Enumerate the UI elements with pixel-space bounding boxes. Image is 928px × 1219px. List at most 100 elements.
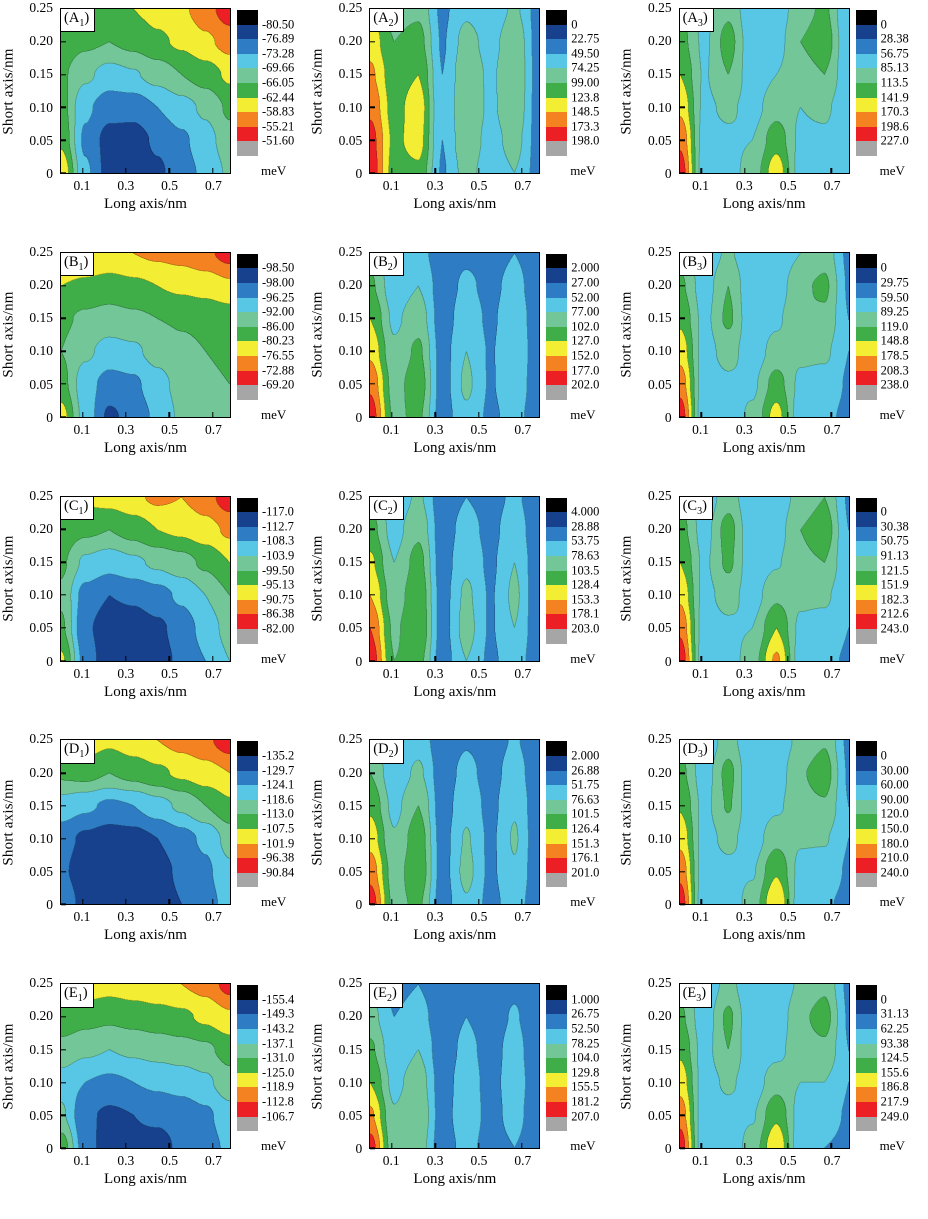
y-tick-label: 0.10 bbox=[647, 587, 672, 603]
x-tick-mark bbox=[211, 899, 214, 905]
x-tick-label: 0.7 bbox=[205, 665, 222, 681]
panel-label: (E1) bbox=[61, 984, 94, 1008]
colorbar-label: 51.75 bbox=[571, 777, 600, 792]
colorbar-labels: 2.000 26.88 51.75 76.63 101.5 126.4 151.3 176.1… bbox=[571, 741, 617, 901]
colorbar-chip bbox=[237, 10, 258, 25]
colorbar-label: 123.8 bbox=[571, 90, 600, 105]
colorbar-label: 30.38 bbox=[880, 519, 909, 534]
colorbar-chip bbox=[546, 385, 568, 400]
y-tick-mark bbox=[370, 1147, 376, 1149]
x-axis-title: Long axis/nm bbox=[722, 1171, 806, 1188]
y-tick-label: 0.10 bbox=[647, 830, 672, 846]
y-tick-mark bbox=[61, 1114, 66, 1117]
panel-label: (E3) bbox=[679, 984, 713, 1008]
colorbar-label: 126.4 bbox=[571, 821, 600, 836]
colorbar-label: 0 bbox=[880, 992, 887, 1007]
colorbar-unit: meV bbox=[570, 650, 596, 666]
y-tick-label: 0.05 bbox=[338, 864, 363, 880]
colorbar bbox=[546, 741, 568, 888]
panel-label-sub: 2 bbox=[387, 261, 393, 273]
panel-label-sub: 3 bbox=[697, 261, 703, 273]
x-tick-mark bbox=[391, 1143, 393, 1149]
x-tick-label: 0.3 bbox=[426, 1153, 444, 1169]
panel-label-prefix: (A bbox=[64, 10, 80, 26]
y-tick-label: 0.10 bbox=[29, 1074, 53, 1090]
y-tick-labels: 0.25 0.20 0.15 0.10 0.05 0 bbox=[16, 0, 56, 181]
y-tick-mark bbox=[370, 903, 376, 906]
y-tick-label: 0.25 bbox=[338, 243, 363, 259]
colorbar-label: 22.75 bbox=[571, 31, 600, 46]
x-axis-title: Long axis/nm bbox=[722, 196, 806, 212]
contour-canvas bbox=[370, 9, 540, 173]
y-tick-mark bbox=[61, 903, 66, 906]
y-tick-label: 0.10 bbox=[647, 1074, 672, 1090]
colorbar-chip bbox=[546, 785, 568, 800]
panel-label-prefix: (E bbox=[682, 985, 697, 1002]
x-tick-mark bbox=[830, 411, 832, 417]
y-tick-label: 0.05 bbox=[647, 132, 672, 148]
y-tick-mark bbox=[61, 1147, 66, 1149]
colorbar-chip bbox=[237, 24, 258, 40]
x-tick-label: 0.3 bbox=[117, 909, 135, 925]
colorbar-label: -108.3 bbox=[262, 533, 295, 548]
x-tick-mark bbox=[434, 655, 436, 661]
colorbar-label: -58.83 bbox=[262, 104, 295, 119]
x-tick-mark bbox=[743, 411, 746, 417]
x-tick-label: 0.5 bbox=[470, 909, 488, 925]
colorbar-chip bbox=[546, 326, 568, 342]
colorbar-chip bbox=[546, 370, 568, 386]
y-tick-label: 0.15 bbox=[338, 1041, 363, 1057]
contour-panel: Short axis/nm 0.25 0.20 0.15 0.10 0.05 0 (E3)… bbox=[619, 975, 928, 1219]
contour-canvas bbox=[61, 496, 230, 661]
colorbar-label: 99.00 bbox=[571, 75, 600, 90]
colorbar-label: 186.8 bbox=[880, 1079, 909, 1094]
x-tick-mark bbox=[168, 168, 171, 173]
y-tick-mark bbox=[61, 416, 66, 418]
x-tick-mark bbox=[168, 411, 171, 417]
colorbar-chip bbox=[546, 741, 568, 756]
y-tick-mark bbox=[370, 284, 376, 287]
colorbar-chip bbox=[546, 112, 568, 127]
x-tick-labels: 0.1 0.3 0.5 0.7 bbox=[60, 665, 231, 683]
x-tick-label: 0.1 bbox=[382, 178, 400, 193]
colorbar-label: 208.3 bbox=[880, 363, 909, 378]
x-tick-label: 0.3 bbox=[735, 421, 753, 437]
colorbar-unit: meV bbox=[261, 650, 287, 666]
colorbar-label: -66.05 bbox=[262, 75, 295, 90]
y-tick-mark bbox=[370, 416, 376, 418]
panel-label: (C3) bbox=[679, 496, 713, 520]
y-tick-mark bbox=[679, 350, 685, 352]
x-tick-label: 0.3 bbox=[426, 178, 444, 193]
x-axis-title: Long axis/nm bbox=[413, 1171, 497, 1188]
colorbar-chip bbox=[237, 355, 258, 371]
panel-label: (B1) bbox=[61, 252, 95, 277]
colorbar-label: 202.0 bbox=[571, 377, 600, 392]
panel-label-suffix: ) bbox=[84, 10, 90, 26]
panel-label-sub: 3 bbox=[697, 505, 703, 517]
colorbar-chip bbox=[237, 599, 258, 615]
x-tick-mark bbox=[211, 411, 214, 417]
colorbar-chip bbox=[237, 628, 258, 644]
y-tick-mark bbox=[679, 528, 685, 531]
y-tick-labels: 0.25 0.20 0.15 0.10 0.05 0 bbox=[16, 975, 56, 1156]
colorbar-chip bbox=[855, 770, 877, 786]
x-tick-label: 0.7 bbox=[823, 421, 841, 437]
colorbar-label: -96.38 bbox=[262, 850, 295, 865]
y-tick-label: 0.20 bbox=[338, 520, 363, 536]
colorbar-label: 210.0 bbox=[880, 850, 909, 865]
y-tick-mark bbox=[679, 416, 685, 418]
x-tick-labels: 0.1 0.3 0.5 0.7 bbox=[679, 908, 850, 926]
colorbar-chip bbox=[237, 1058, 258, 1073]
y-tick-label: 0.15 bbox=[647, 1041, 672, 1057]
panel-label: (C2) bbox=[370, 496, 404, 520]
colorbar-chip bbox=[546, 68, 568, 83]
y-tick-mark bbox=[61, 1081, 66, 1084]
colorbar-unit: meV bbox=[570, 1138, 596, 1154]
contour-plot-area: (D3) bbox=[678, 739, 850, 906]
colorbar-label: 52.50 bbox=[571, 1021, 600, 1036]
colorbar-chip bbox=[855, 268, 877, 283]
y-tick-label: 0.20 bbox=[29, 520, 53, 536]
x-tick-mark bbox=[787, 168, 789, 173]
colorbar-label: -69.66 bbox=[262, 60, 295, 75]
